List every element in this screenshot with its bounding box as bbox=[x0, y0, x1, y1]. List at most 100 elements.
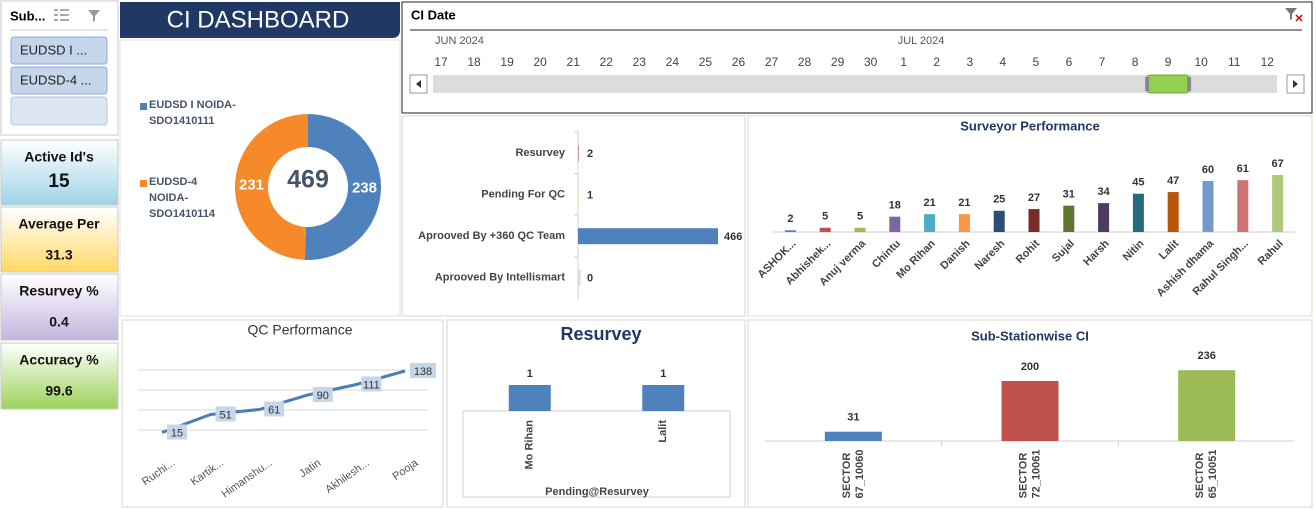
kpi-card bbox=[0, 206, 119, 273]
chart-title: Sub-Stationwise CI bbox=[971, 328, 1089, 343]
category-label: Aprooved By +360 QC Team bbox=[418, 230, 565, 242]
value-label: 47 bbox=[1167, 175, 1179, 187]
handle-right[interactable] bbox=[1187, 77, 1192, 91]
slicer-item-label: EUDSD I ... bbox=[20, 42, 87, 57]
bar bbox=[1178, 370, 1236, 441]
day-label: 29 bbox=[831, 55, 845, 69]
slicer-item[interactable] bbox=[10, 36, 108, 65]
day-label: 3 bbox=[966, 55, 973, 69]
slicer-item-blank[interactable] bbox=[10, 96, 108, 126]
bar bbox=[1028, 209, 1040, 232]
day-label: 23 bbox=[633, 55, 647, 69]
kpi-label: Active Id's bbox=[24, 149, 94, 165]
x-tick-label: Mo Rihan bbox=[524, 420, 536, 470]
bar bbox=[1063, 205, 1075, 232]
title-box bbox=[120, 2, 400, 38]
x-axis-title: Pending@Resurvey bbox=[545, 486, 650, 498]
day-label: 21 bbox=[567, 55, 581, 69]
day-label: 5 bbox=[1033, 55, 1040, 69]
legend-entry: EUDSD-4 NOIDA-SDO1410114 bbox=[149, 176, 216, 220]
date-clear-x[interactable] bbox=[1295, 14, 1303, 22]
day-label: 9 bbox=[1165, 55, 1172, 69]
value-label: 1 bbox=[527, 368, 533, 380]
value-label: 21 bbox=[958, 197, 970, 209]
legend-swatch bbox=[140, 103, 147, 110]
bar bbox=[784, 230, 796, 232]
bar bbox=[993, 210, 1005, 232]
day-label: 30 bbox=[864, 55, 878, 69]
handle-left[interactable] bbox=[1145, 77, 1150, 91]
value-label: 34 bbox=[1097, 186, 1110, 198]
clear-filter-icon[interactable] bbox=[88, 10, 100, 22]
data-label: 15 bbox=[171, 427, 183, 439]
day-label: 17 bbox=[434, 55, 448, 69]
month-label: JUN 2024 bbox=[435, 35, 484, 47]
day-label: 11 bbox=[1228, 55, 1241, 69]
slicer-item[interactable] bbox=[10, 66, 108, 95]
value-label: 236 bbox=[1197, 350, 1215, 362]
slicer-title: Sub... bbox=[10, 8, 45, 23]
value-label: 200 bbox=[1021, 361, 1039, 373]
x-tick-label: SECTOR 72_10061 bbox=[1017, 450, 1042, 499]
day-label: 19 bbox=[500, 55, 514, 69]
day-label: 27 bbox=[765, 55, 779, 69]
day-label: 18 bbox=[467, 55, 481, 69]
scroll-right-arrow bbox=[1293, 80, 1298, 88]
bar bbox=[1167, 192, 1179, 232]
data-label: 138 bbox=[414, 366, 432, 378]
value-label: 45 bbox=[1132, 177, 1144, 189]
day-label: 1 bbox=[900, 55, 907, 69]
value-label: 60 bbox=[1202, 164, 1214, 176]
x-tick-label: SECTOR 67_10060 bbox=[841, 450, 866, 499]
bar bbox=[824, 431, 882, 441]
data-label: 51 bbox=[219, 409, 231, 421]
kpi-value: 99.6 bbox=[45, 383, 72, 399]
bar bbox=[1237, 180, 1249, 232]
value-label: 31 bbox=[847, 412, 859, 424]
day-label: 6 bbox=[1066, 55, 1073, 69]
kpi-card bbox=[0, 342, 119, 410]
bar bbox=[578, 228, 718, 245]
day-label: 22 bbox=[600, 55, 614, 69]
data-label-box bbox=[167, 424, 187, 440]
day-label: 10 bbox=[1194, 55, 1208, 69]
bar bbox=[1132, 193, 1144, 232]
value-label: 18 bbox=[889, 200, 901, 212]
bar-zero bbox=[578, 269, 581, 286]
bar bbox=[1098, 203, 1110, 232]
day-label: 7 bbox=[1099, 55, 1106, 69]
day-label: 12 bbox=[1261, 55, 1275, 69]
chart-title: Resurvey bbox=[560, 324, 641, 344]
bar bbox=[924, 214, 936, 232]
day-label: 8 bbox=[1132, 55, 1139, 69]
category-label: Pending For QC bbox=[481, 189, 565, 201]
bar bbox=[889, 216, 901, 232]
timeline-track bbox=[433, 75, 1277, 93]
kpi-label: Accuracy % bbox=[19, 352, 99, 368]
value-label: 61 bbox=[1237, 163, 1249, 175]
chart-title: Surveyor Performance bbox=[960, 118, 1099, 133]
hbar-panel bbox=[401, 115, 746, 317]
data-label-box bbox=[215, 406, 236, 422]
bar bbox=[819, 227, 831, 232]
value-label: 21 bbox=[923, 197, 935, 209]
value-label: 2 bbox=[787, 213, 793, 225]
bar bbox=[1202, 181, 1214, 232]
bar bbox=[1272, 175, 1284, 232]
date-clear-icon[interactable] bbox=[1285, 8, 1297, 20]
legend-text: EUDSD-4 NOIDA-SDO1410114 bbox=[149, 176, 216, 220]
donut-slice bbox=[304, 114, 382, 261]
data-label: 111 bbox=[363, 379, 380, 391]
data-label-box bbox=[264, 401, 285, 417]
multi-select-icon[interactable] bbox=[54, 9, 69, 21]
value-label: 0 bbox=[587, 273, 593, 285]
bar bbox=[642, 385, 685, 411]
slice-label: 231 bbox=[239, 177, 264, 194]
value-label: 5 bbox=[822, 211, 828, 223]
selected-day[interactable] bbox=[1146, 74, 1190, 94]
month-label: JUL 2024 bbox=[898, 35, 945, 47]
kpi-card bbox=[0, 273, 119, 341]
value-label: 466 bbox=[724, 231, 742, 243]
category-label: Resurvey bbox=[515, 147, 565, 159]
